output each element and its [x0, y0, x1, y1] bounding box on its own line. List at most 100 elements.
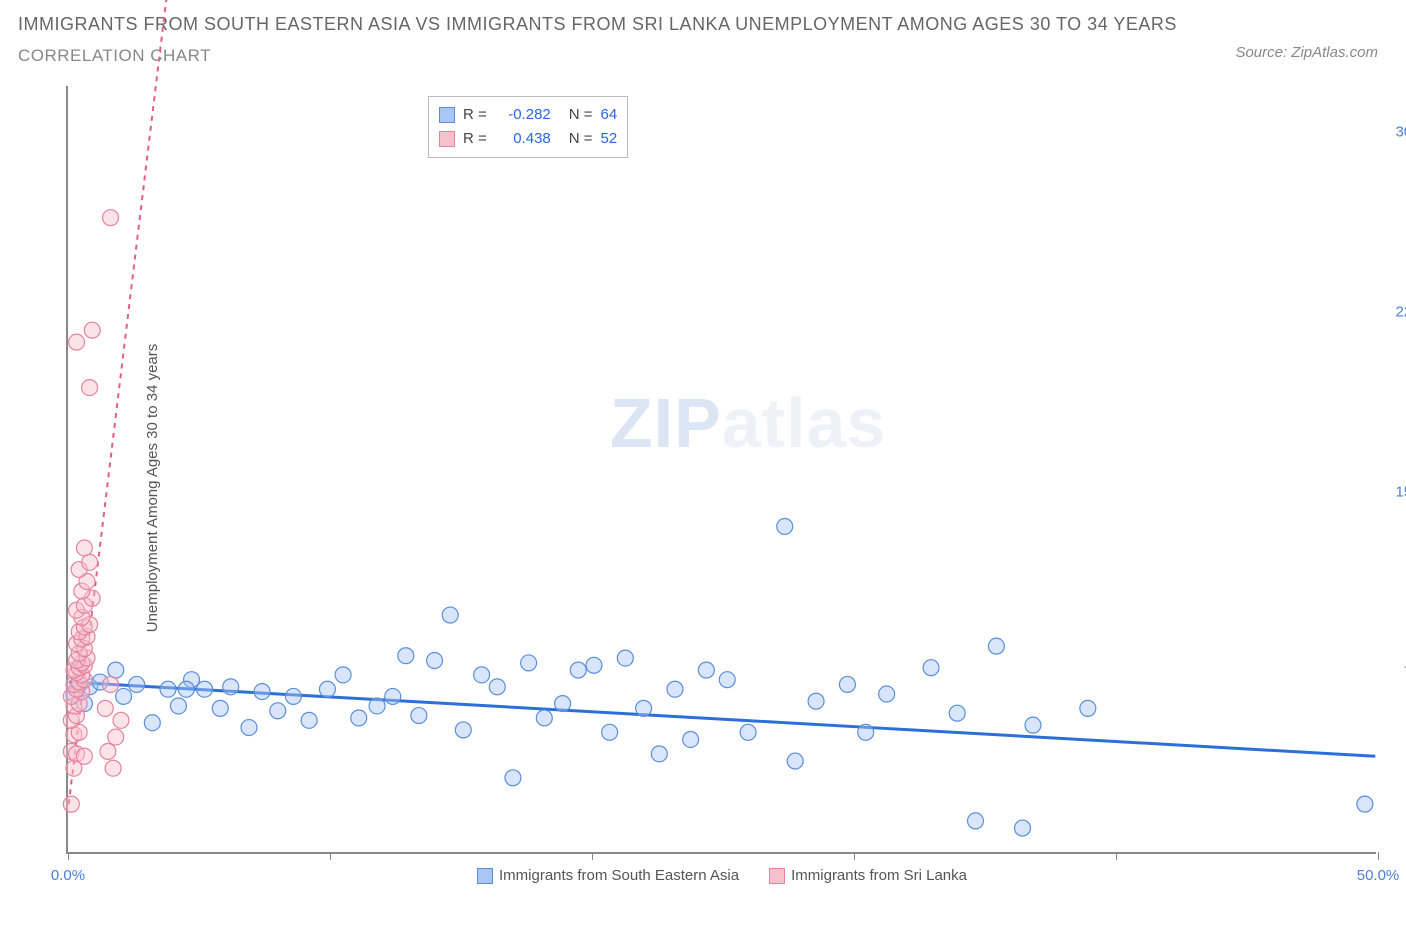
data-point	[212, 700, 228, 716]
data-point	[144, 715, 160, 731]
data-point	[100, 743, 116, 759]
data-point	[858, 724, 874, 740]
data-point	[698, 662, 714, 678]
data-point	[69, 334, 85, 350]
n-value: 52	[601, 127, 618, 151]
data-point	[113, 712, 129, 728]
stats-row: R =-0.282N =64	[439, 103, 617, 127]
data-point	[1357, 796, 1373, 812]
data-point	[369, 698, 385, 714]
scatter-svg	[68, 86, 1376, 852]
data-point	[740, 724, 756, 740]
data-point	[82, 380, 98, 396]
data-point	[1080, 700, 1096, 716]
data-point	[63, 796, 79, 812]
correlation-stats-box: R =-0.282N =64R =0.438N =52	[428, 96, 628, 158]
n-label: N =	[569, 103, 593, 127]
series-swatch	[439, 131, 455, 147]
data-point	[301, 712, 317, 728]
data-point	[949, 705, 965, 721]
data-point	[777, 518, 793, 534]
data-point	[474, 667, 490, 683]
data-point	[285, 688, 301, 704]
source-attribution: Source: ZipAtlas.com	[1235, 44, 1378, 61]
data-point	[116, 688, 132, 704]
data-point	[160, 681, 176, 697]
data-point	[879, 686, 895, 702]
data-point	[683, 732, 699, 748]
data-point	[270, 703, 286, 719]
data-point	[178, 681, 194, 697]
data-point	[351, 710, 367, 726]
legend-swatch	[477, 868, 493, 884]
data-point	[839, 676, 855, 692]
data-point	[967, 813, 983, 829]
data-point	[197, 681, 213, 697]
data-point	[570, 662, 586, 678]
series-swatch	[439, 107, 455, 123]
data-point	[923, 660, 939, 676]
chart-container: Unemployment Among Ages 30 to 34 years Z…	[18, 78, 1388, 898]
data-point	[586, 657, 602, 673]
data-point	[76, 540, 92, 556]
legend-item: Immigrants from South Eastern Asia	[477, 867, 739, 884]
y-tick-label: 22.5%	[1395, 304, 1406, 321]
data-point	[398, 648, 414, 664]
data-point	[667, 681, 683, 697]
legend-label: Immigrants from South Eastern Asia	[499, 867, 739, 884]
r-label: R =	[463, 127, 487, 151]
data-point	[319, 681, 335, 697]
data-point	[787, 753, 803, 769]
x-tick	[1116, 852, 1117, 860]
n-label: N =	[569, 127, 593, 151]
data-point	[335, 667, 351, 683]
data-point	[103, 210, 119, 226]
chart-title: IMMIGRANTS FROM SOUTH EASTERN ASIA VS IM…	[18, 14, 1177, 35]
r-label: R =	[463, 103, 487, 127]
stats-row: R =0.438N =52	[439, 127, 617, 151]
data-point	[84, 322, 100, 338]
x-tick	[1378, 852, 1379, 860]
data-point	[602, 724, 618, 740]
data-point	[129, 676, 145, 692]
data-point	[617, 650, 633, 666]
data-point	[411, 708, 427, 724]
data-point	[82, 554, 98, 570]
data-point	[808, 693, 824, 709]
data-point	[988, 638, 1004, 654]
data-point	[536, 710, 552, 726]
data-point	[108, 662, 124, 678]
data-point	[97, 700, 113, 716]
data-point	[442, 607, 458, 623]
data-point	[223, 679, 239, 695]
data-point	[170, 698, 186, 714]
data-point	[385, 688, 401, 704]
legend-bottom: Immigrants from South Eastern Asia Immigr…	[477, 867, 967, 884]
legend-swatch	[769, 868, 785, 884]
data-point	[1025, 717, 1041, 733]
n-value: 64	[601, 103, 618, 127]
data-point	[1015, 820, 1031, 836]
y-tick-label: 30.0%	[1395, 124, 1406, 141]
data-point	[103, 676, 119, 692]
data-point	[108, 729, 124, 745]
data-point	[254, 684, 270, 700]
data-point	[719, 672, 735, 688]
x-tick	[68, 852, 69, 860]
x-tick-label: 50.0%	[1357, 867, 1400, 884]
x-tick	[854, 852, 855, 860]
data-point	[555, 696, 571, 712]
data-point	[489, 679, 505, 695]
data-point	[521, 655, 537, 671]
legend-label: Immigrants from Sri Lanka	[791, 867, 967, 884]
data-point	[455, 722, 471, 738]
plot-area: ZIPatlas R =-0.282N =64R =0.438N =52 Imm…	[66, 86, 1376, 854]
data-point	[636, 700, 652, 716]
chart-subtitle: CORRELATION CHART	[18, 46, 211, 66]
x-tick	[592, 852, 593, 860]
legend-item: Immigrants from Sri Lanka	[769, 867, 967, 884]
x-tick-label: 0.0%	[51, 867, 85, 884]
y-tick-label: 15.0%	[1395, 484, 1406, 501]
data-point	[241, 720, 257, 736]
data-point	[651, 746, 667, 762]
